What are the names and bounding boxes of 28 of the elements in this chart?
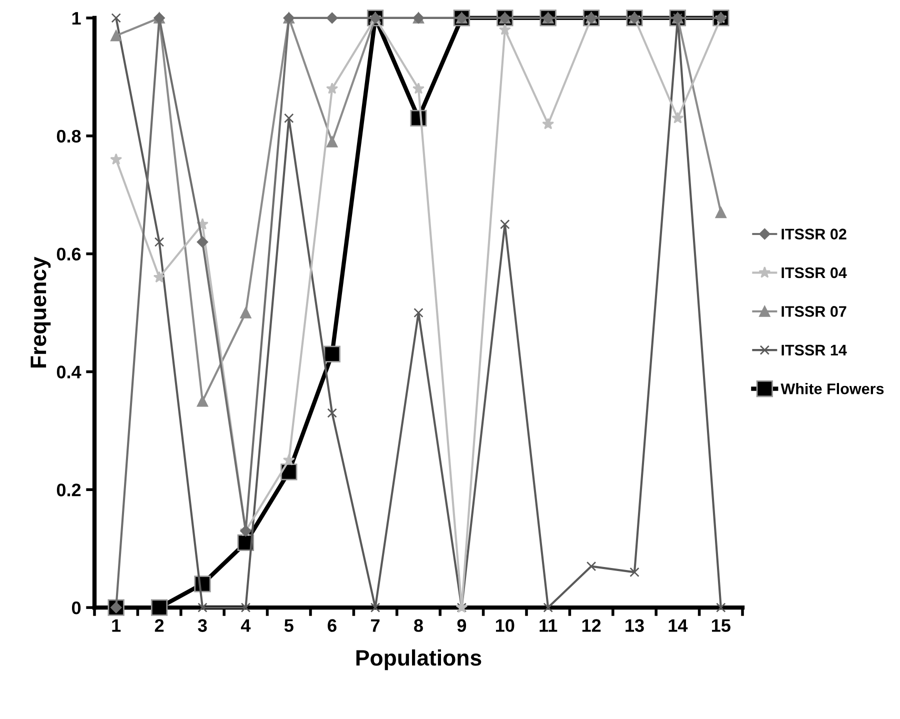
y-tick-label: 0.4	[56, 366, 82, 378]
x-tick-label: 3	[198, 619, 207, 632]
y-axis-title: Frequency	[30, 256, 51, 368]
x-tick-label: 1	[112, 619, 121, 632]
x-tick-label: 12	[582, 619, 601, 632]
x-tick-label: 4	[240, 619, 251, 632]
x-tick-label: 10	[496, 619, 514, 632]
legend-label: ITSSR 04	[782, 267, 847, 278]
legend-label: White Flowers	[780, 383, 884, 394]
x-tick-label: 5	[284, 619, 294, 632]
x-tick-label: 9	[457, 619, 466, 632]
x-tick-label: 15	[712, 619, 730, 632]
legend-label: ITSSR 02	[782, 228, 846, 240]
x-axis-title: Populations	[356, 649, 482, 670]
legend-label: ITSSR 14	[782, 344, 847, 356]
y-tick-label: 1	[72, 12, 81, 25]
x-tick-label: 7	[371, 619, 380, 632]
y-tick-label: 0	[72, 601, 81, 614]
x-tick-label: 13	[626, 619, 644, 632]
y-tick-label: 0.6	[56, 248, 81, 261]
x-tick-label: 14	[668, 619, 688, 632]
x-tick-label: 8	[414, 619, 423, 632]
legend-label: ITSSR 07	[782, 306, 846, 317]
y-tick-label: 0.2	[56, 484, 81, 496]
y-tick-label: 0.8	[56, 130, 81, 143]
x-tick-label: 6	[328, 619, 336, 632]
x-tick-label: 11	[540, 619, 558, 632]
x-tick-label: 2	[154, 619, 164, 632]
